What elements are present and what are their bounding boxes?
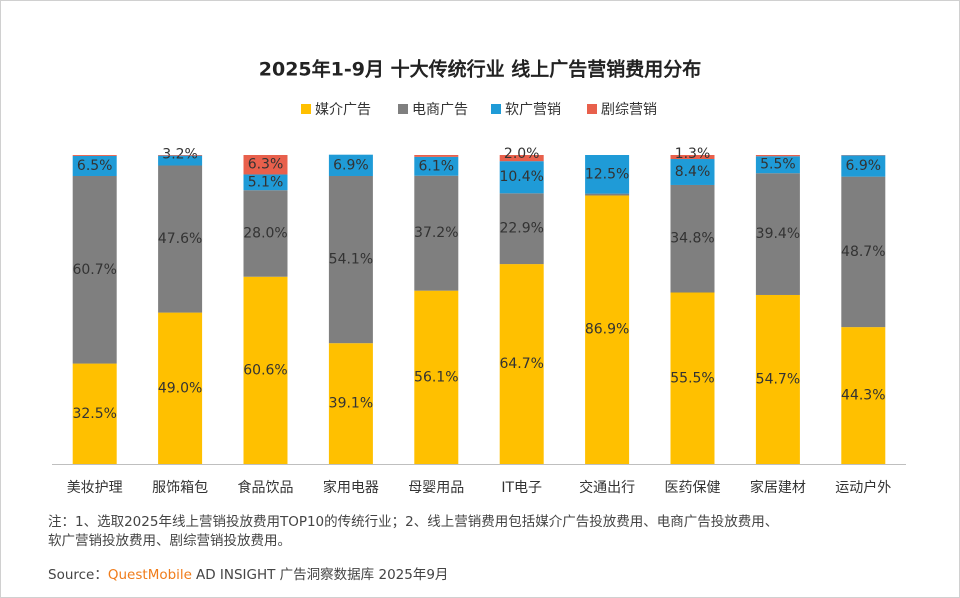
value-label: 22.9% <box>499 221 543 237</box>
bar-segment <box>670 292 715 464</box>
bar-segment <box>585 193 630 196</box>
bar-segment <box>414 155 459 157</box>
bar-segment <box>755 173 800 295</box>
x-tick-label: 医药保健 <box>665 480 721 496</box>
value-label: 28.0% <box>243 225 287 241</box>
value-label: 39.1% <box>329 396 373 412</box>
source-brand: QuestMobile <box>108 567 192 583</box>
bar-segment <box>841 176 886 328</box>
legend-swatch <box>587 104 597 114</box>
bar-segment <box>670 184 715 293</box>
bar-segment <box>670 155 715 160</box>
note: 软广营销投放费用、剧综营销投放费用。 <box>48 533 291 549</box>
value-label: 5.5% <box>760 157 796 173</box>
legend-label: 媒介广告 <box>315 102 371 118</box>
value-label: 6.9% <box>333 157 369 173</box>
legend-swatch <box>398 104 408 114</box>
bar-segment <box>414 175 459 291</box>
value-label: 86.9% <box>585 322 629 338</box>
bar-segment <box>841 327 886 464</box>
source-label: Source： <box>48 567 108 583</box>
bar-segment <box>243 155 288 175</box>
value-label: 6.9% <box>846 158 882 174</box>
bar-segment <box>755 294 800 464</box>
value-label: 64.7% <box>499 356 543 372</box>
bar-segment <box>72 155 117 177</box>
bar-segment <box>499 161 544 194</box>
bar-segment <box>328 176 373 344</box>
legend-label: 软广营销 <box>505 102 561 118</box>
value-label: 60.6% <box>243 362 287 378</box>
value-label: 6.5% <box>77 158 113 174</box>
value-label: 1.3% <box>675 146 711 162</box>
bar-segment <box>755 155 800 157</box>
x-tick-label: 家用电器 <box>323 479 379 496</box>
bar-segment <box>72 155 117 156</box>
value-label: 60.7% <box>72 262 116 278</box>
x-tick-label: 运动户外 <box>835 479 891 496</box>
source-text: AD INSIGHT 广告洞察数据库 2025年9月 <box>196 566 448 583</box>
bar-segment <box>841 155 886 177</box>
legend-label: 电商广告 <box>412 102 468 118</box>
x-tick-label: 食品饮品 <box>238 479 294 496</box>
bar-segment <box>243 190 288 277</box>
source: Source：QuestMobile AD INSIGHT 广告洞察数据库 202… <box>48 566 448 583</box>
note: 注：1、选取2025年线上营销投放费用TOP10的传统行业；2、线上营销费用包括… <box>48 514 778 530</box>
value-label: 49.0% <box>158 380 202 396</box>
bar-segment <box>72 363 117 464</box>
bar-segment <box>499 155 544 162</box>
value-label: 39.4% <box>756 226 800 242</box>
value-label: 54.7% <box>756 371 800 387</box>
bar-segment <box>414 290 459 464</box>
value-label: 12.5% <box>585 166 629 182</box>
x-tick-label: 母婴用品 <box>408 480 464 496</box>
bar-segment <box>670 159 715 185</box>
value-label: 48.7% <box>841 244 885 260</box>
x-tick-label: 交通出行 <box>579 479 635 496</box>
value-label: 6.1% <box>419 158 455 174</box>
value-label: 44.3% <box>841 388 885 404</box>
bar-segment <box>158 155 203 156</box>
value-label: 5.1% <box>248 174 284 190</box>
chart-title: 2025年1-9月 十大传统行业 线上广告营销费用分布 <box>259 58 701 81</box>
x-tick-label: 家居建材 <box>750 479 806 496</box>
bar-segment <box>585 155 630 194</box>
value-label: 34.8% <box>670 231 714 247</box>
value-label: 32.5% <box>72 406 116 422</box>
value-label: 54.1% <box>329 252 373 268</box>
bar-segment <box>328 343 373 464</box>
bar-segment <box>499 193 544 265</box>
bar-segment <box>328 154 373 177</box>
x-tick-label: IT电子 <box>501 480 542 496</box>
bar-segment <box>414 156 459 176</box>
bar-segment <box>158 165 203 313</box>
value-label: 47.6% <box>158 231 202 247</box>
legend-swatch <box>491 104 501 114</box>
x-tick-label: 服饰箱包 <box>152 480 208 496</box>
bar-segment <box>755 156 800 174</box>
value-label: 55.5% <box>670 370 714 386</box>
value-label: 56.1% <box>414 369 458 385</box>
bar-segment <box>243 174 288 191</box>
bar-segment <box>499 264 544 464</box>
value-label: 2.0% <box>504 146 540 162</box>
bar-segment <box>158 312 203 464</box>
legend-swatch <box>301 104 311 114</box>
bar-segment <box>243 276 288 464</box>
value-label: 8.4% <box>675 164 711 180</box>
bar-segment <box>72 176 117 364</box>
legend-label: 剧综营销 <box>601 102 657 118</box>
bar-segment <box>585 195 630 464</box>
bar-segment <box>158 155 203 166</box>
x-tick-label: 美妆护理 <box>67 480 123 496</box>
value-label: 6.3% <box>248 157 284 173</box>
value-label: 10.4% <box>499 169 543 185</box>
value-label: 3.2% <box>162 147 198 163</box>
value-label: 37.2% <box>414 225 458 241</box>
